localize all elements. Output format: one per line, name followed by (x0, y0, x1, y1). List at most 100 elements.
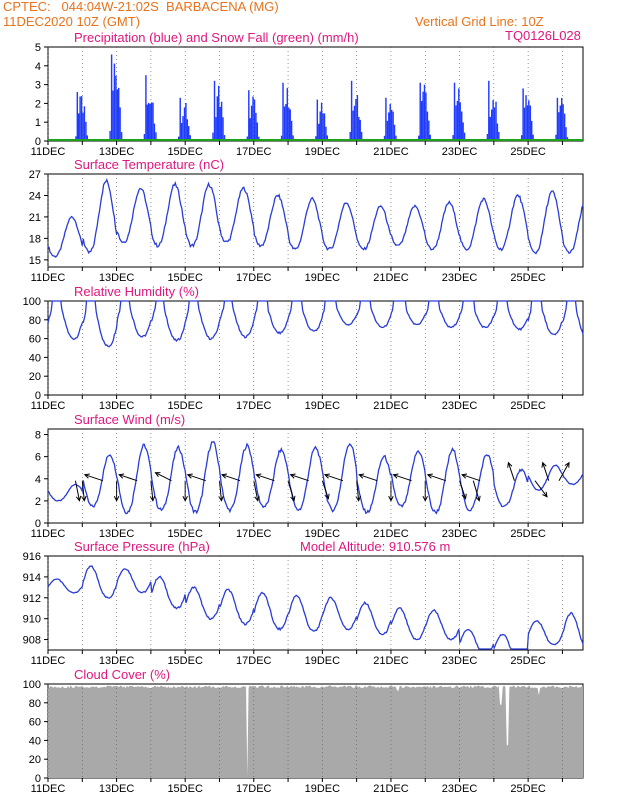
x-tick-label: 25DEC (510, 272, 546, 284)
x-tick-label: 23DEC (442, 528, 478, 540)
x-tick-label: 17DEC (236, 272, 272, 284)
precip-bar (183, 107, 186, 141)
precip-bar (353, 105, 356, 141)
precip-bar (222, 117, 224, 141)
y-tick-label: 40 (29, 352, 41, 364)
precip-bar (349, 132, 351, 141)
precip-bar (489, 116, 491, 141)
precip-bar (566, 137, 569, 141)
wind-vector (221, 474, 241, 482)
precip-bar (529, 105, 532, 141)
precip-bar (188, 126, 190, 141)
precip-bar (253, 99, 256, 141)
header-location: CPTEC: 044:04W-21:02S BARBACENA (MG) (3, 0, 279, 14)
y-tick-label: 0 (35, 518, 41, 530)
precip-bar (561, 98, 563, 141)
wind-vector (324, 474, 344, 482)
plot-frame-rh (47, 300, 584, 396)
precip-bar (423, 84, 426, 141)
precip-bar (118, 87, 120, 141)
x-tick-label: 19DEC (305, 783, 341, 795)
precip-bar (360, 131, 363, 141)
precip-bar (493, 107, 496, 141)
precip-bar (289, 109, 291, 141)
y-tick-label: 4 (35, 61, 41, 73)
precip-bar (525, 95, 527, 141)
panel-title: Precipitation (blue) and Snow Fall (gree… (74, 30, 359, 45)
panel-title: Cloud Cover (%) (74, 667, 170, 682)
wind-vector-head (182, 496, 188, 502)
precip-bar (425, 92, 427, 141)
y-tick-label: 100 (23, 296, 41, 308)
precip-bar (250, 105, 253, 141)
precip-bar (558, 112, 560, 141)
plot-frame-precip (47, 46, 584, 142)
precip-bar (318, 123, 320, 141)
y-tick-label: 15 (29, 255, 41, 267)
precip-bar (110, 54, 113, 141)
x-tick-label: 25DEC (510, 146, 546, 158)
precip-bar (285, 104, 287, 141)
precip-bar (326, 135, 329, 141)
x-tick-label: 23DEC (442, 783, 478, 795)
y-tick-label: 18 (29, 233, 41, 245)
precip-bar (385, 97, 387, 141)
x-tick-label: 17DEC (236, 146, 272, 158)
panel-title: Surface Pressure (hPa) (74, 539, 210, 554)
x-tick-label: 25DEC (510, 783, 546, 795)
x-tick-label: 25DEC (510, 655, 546, 667)
wind-vector-head (392, 473, 399, 479)
y-tick-label: 21 (29, 212, 41, 224)
precip-bar (532, 134, 534, 141)
x-tick-label: 15DEC (167, 783, 203, 795)
wind-vector (359, 474, 378, 482)
precip-bar (179, 97, 181, 141)
precip-bar (249, 118, 251, 141)
precip-bar (458, 88, 460, 141)
wind-vector-head (75, 495, 82, 502)
precip-bar (316, 99, 319, 141)
wind-vector (218, 480, 222, 501)
x-tick-label: 19DEC (305, 400, 341, 412)
wind-vector (507, 462, 515, 481)
y-tick-label: 2 (35, 98, 41, 110)
panel-title: Surface Wind (m/s) (74, 412, 185, 427)
precip-bar (76, 92, 79, 141)
x-tick-label: 15DEC (167, 400, 203, 412)
precip-bar (178, 136, 180, 141)
precip-bar (486, 134, 489, 141)
wind-vector (321, 480, 329, 499)
wind-vector-head (113, 496, 120, 502)
precip-bar (315, 136, 317, 141)
precip-bar (356, 95, 359, 141)
wind-vector-head (564, 461, 570, 468)
wind-vector-head (426, 473, 433, 479)
plot-frame-temp (47, 173, 584, 268)
y-tick-label: 100 (23, 679, 41, 691)
x-tick-label: 23DEC (442, 272, 478, 284)
y-tick-label: 24 (29, 190, 41, 202)
precip-bar (319, 111, 321, 141)
panel-title: Relative Humidity (%) (74, 284, 199, 299)
precip-bar (252, 96, 254, 141)
x-tick-label: 19DEC (305, 655, 341, 667)
precip-bar (283, 106, 286, 141)
cloud-cover-area (48, 685, 583, 778)
precip-bar (320, 102, 323, 141)
x-tick-label: 19DEC (305, 528, 341, 540)
wind-vector-head (254, 495, 260, 502)
wind-vector-head (290, 495, 296, 502)
x-tick-label: 13DEC (99, 272, 135, 284)
wind-vector (558, 462, 570, 481)
precip-bar (215, 117, 217, 141)
precip-bar (220, 101, 223, 141)
precip-bar (528, 100, 530, 141)
precip-bar (492, 100, 494, 141)
y-tick-label: 27 (29, 169, 41, 181)
x-tick-label: 17DEC (236, 400, 272, 412)
wind-vector-head (507, 461, 513, 468)
precip-bar (255, 112, 257, 141)
header-code: TQ0126L028 (505, 28, 581, 43)
precip-bar (112, 90, 114, 141)
